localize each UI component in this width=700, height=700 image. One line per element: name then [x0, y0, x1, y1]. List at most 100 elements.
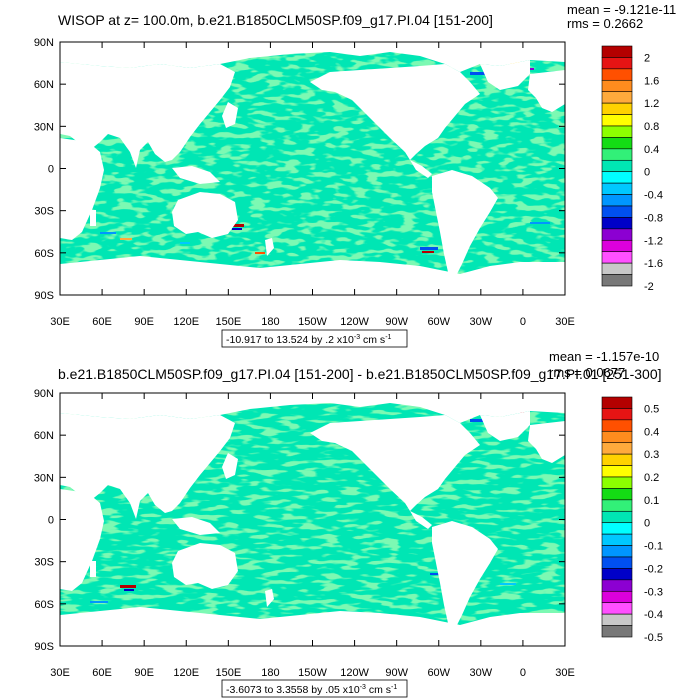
range-units: cm s — [366, 684, 391, 696]
lat-label: 30S — [34, 557, 54, 569]
colorbar-swatch — [601, 453, 633, 466]
colorbar: 2 1.6 1.2 0.8 0.4 0 -0.4 -0.8 -1.2 -1.6 -2 — [601, 45, 663, 293]
lon-label: 120W — [340, 316, 369, 328]
colorbar-label: -0.1 — [644, 541, 663, 553]
lon-label: 30E — [555, 667, 575, 679]
colorbar-swatch — [601, 79, 633, 93]
colorbar-swatch — [601, 251, 633, 264]
lat-label: 0 — [48, 164, 54, 176]
colorbar-swatch — [601, 171, 633, 184]
colorbar-label: 1.6 — [644, 75, 659, 87]
colorbar-swatch — [601, 419, 633, 432]
colorbar-swatch — [601, 556, 633, 569]
colorbar-swatch — [601, 465, 633, 478]
lat-label: 60N — [34, 79, 54, 91]
lon-label: 60W — [427, 316, 450, 328]
colorbar: 0.5 0.4 0.3 0.2 0.1 0 -0.1 -0.2 -0.3 -0.4 -0.5 — [601, 396, 663, 644]
range-units-exp: -1 — [385, 334, 391, 341]
colorbar-swatch — [601, 510, 633, 524]
colorbar-swatch — [601, 228, 633, 241]
lon-label: 150W — [298, 316, 327, 328]
lon-label: 180 — [261, 316, 279, 328]
colorbar-label: 1.2 — [644, 98, 659, 110]
lat-axis: 90N 60N 30N 0 30S 60S 90S — [34, 388, 565, 653]
colorbar-label: -0.8 — [644, 212, 663, 224]
lon-label: 30W — [470, 316, 493, 328]
map-field — [60, 393, 565, 646]
colorbar-swatch — [601, 442, 633, 455]
lon-label: 30E — [555, 316, 575, 328]
colorbar-swatch — [601, 396, 633, 409]
lon-label: 180 — [261, 667, 279, 679]
colorbar-swatch — [601, 91, 633, 104]
svg-text:-3.6073 to 3.3558 by .05 x10-3: -3.6073 to 3.3558 by .05 x10-3 cm s-1 — [226, 684, 397, 696]
colorbar-label: -0.3 — [644, 586, 663, 598]
lon-label: 90W — [385, 667, 408, 679]
lon-label: 0 — [520, 316, 526, 328]
lat-label: 30S — [34, 206, 54, 218]
range-label: -3.6073 to 3.3558 by .05 x10 — [226, 684, 360, 696]
colorbar-label: 0.5 — [644, 403, 659, 415]
panel-top: WISOP at z= 100.0m, b.e21.B1850CLM50SP.f… — [34, 2, 676, 348]
colorbar-label: 0.8 — [644, 121, 659, 133]
colorbar-swatch — [601, 613, 633, 626]
lat-label: 60S — [34, 248, 54, 260]
colorbar-swatch — [601, 102, 633, 115]
colorbar-label: 0 — [644, 167, 650, 179]
colorbar-swatch — [601, 148, 633, 161]
colorbar-swatch — [601, 568, 633, 581]
colorbar-swatch — [601, 533, 633, 546]
lat-label: 60N — [34, 430, 54, 442]
colorbar-label: -0.2 — [644, 563, 663, 575]
colorbar-swatch — [601, 499, 633, 512]
lon-label: 90E — [134, 316, 154, 328]
lon-axis: 30E 60E 90E 120E 150E 180 150W 120W 90W 60W 30W 0 30… — [50, 393, 575, 679]
lon-label: 60W — [427, 667, 450, 679]
colorbar-label: 0.4 — [644, 144, 659, 156]
range-units-exp: -1 — [391, 684, 397, 691]
colorbar-label: -2 — [644, 281, 654, 293]
svg-text:-10.917 to 13.524 by .2 x10-3: -10.917 to 13.524 by .2 x10-3 cm s-1 — [226, 334, 392, 346]
colorbar-label: 0.3 — [644, 449, 659, 461]
lon-label: 60E — [92, 316, 112, 328]
lon-label: 150E — [215, 667, 241, 679]
colorbar-swatch — [601, 545, 633, 558]
colorbar-swatch — [601, 239, 633, 253]
colorbar-swatch — [601, 262, 633, 275]
colorbar-label: 0.4 — [644, 426, 659, 438]
lon-label: 120W — [340, 667, 369, 679]
lat-axis: 90N 60N 30N 0 30S 60S 90S — [34, 37, 565, 302]
colorbar-label: -1.6 — [644, 258, 663, 270]
lon-label: 60E — [92, 667, 112, 679]
colorbar-swatch — [601, 57, 633, 70]
lon-label: 120E — [173, 316, 199, 328]
lon-label: 90W — [385, 316, 408, 328]
colorbar-label: -0.4 — [644, 190, 663, 202]
colorbar-swatch — [601, 114, 633, 127]
colorbar-label: 0.1 — [644, 495, 659, 507]
lon-label: 0 — [520, 667, 526, 679]
colorbar-swatch — [601, 488, 633, 501]
lon-label: 30E — [50, 667, 70, 679]
colorbar-swatch — [601, 45, 633, 58]
lat-label: 90S — [34, 290, 54, 302]
lon-label: 90E — [134, 667, 154, 679]
colorbar-swatch — [601, 194, 633, 207]
range-box: -3.6073 to 3.3558 by .05 x10-3 cm s-1 — [221, 679, 408, 698]
colorbar-swatch — [601, 182, 633, 195]
colorbar-label: -0.4 — [644, 609, 663, 621]
panel-title: WISOP at z= 100.0m, b.e21.B1850CLM50SP.f… — [58, 12, 493, 28]
lon-label: 150W — [298, 667, 327, 679]
colorbar-swatch — [601, 476, 633, 489]
colorbar-swatch — [601, 625, 633, 638]
colorbar-swatch — [601, 274, 633, 287]
lat-label: 0 — [48, 515, 54, 527]
colorbar-swatch — [601, 68, 633, 81]
colorbar-swatch — [601, 579, 633, 592]
lat-label: 30N — [34, 121, 54, 133]
colorbar-swatch — [601, 159, 633, 173]
colorbar-swatch — [601, 217, 633, 230]
lat-label: 90N — [34, 388, 54, 400]
colorbar-label: 0.2 — [644, 472, 659, 484]
